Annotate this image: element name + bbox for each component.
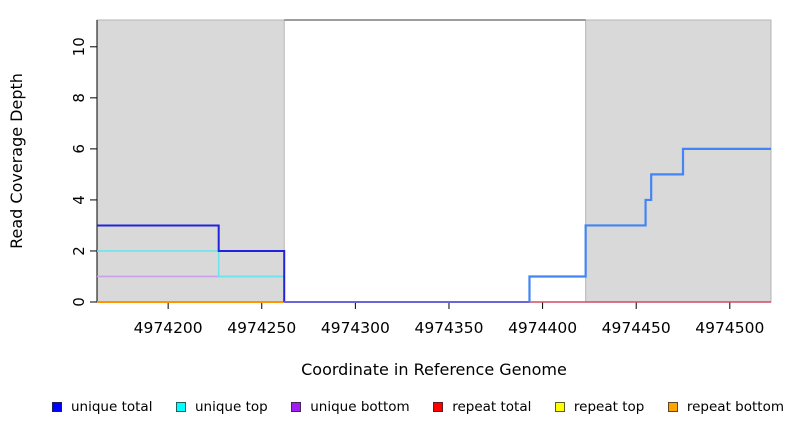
legend-label: repeat total xyxy=(452,399,532,415)
y-axis-title: Read Coverage Depth xyxy=(7,73,26,249)
x-axis-title: Coordinate in Reference Genome xyxy=(301,360,567,379)
repeat-region-right xyxy=(585,19,772,303)
repeat-region-left xyxy=(96,19,285,303)
legend-item-unique-top: unique top xyxy=(176,399,268,415)
legend-label: repeat bottom xyxy=(686,399,784,415)
y-tick-label: 2 xyxy=(70,246,88,256)
legend-item-repeat-total: repeat total xyxy=(433,399,531,415)
x-tick-label: 4974350 xyxy=(414,319,483,337)
legend-label: unique bottom xyxy=(310,399,410,415)
legend-swatch-repeat-total xyxy=(433,402,444,412)
y-tick-label: 10 xyxy=(70,37,88,56)
series-segment-unique-total-right xyxy=(528,147,771,302)
x-tick-label: 4974200 xyxy=(134,319,203,337)
y-tick-label: 8 xyxy=(70,93,88,103)
legend-swatch-repeat-bottom xyxy=(667,402,678,412)
legend-swatch-unique-top xyxy=(176,402,186,412)
legend-label: repeat top xyxy=(573,399,645,415)
legend-swatch-repeat-top xyxy=(554,402,565,412)
series-segment-unique-top-line xyxy=(97,250,285,278)
legend-swatch-unique-total xyxy=(52,402,62,412)
coverage-plot: 0 2 4 6 8 10 4974200 4974250 4974300 4974350 49744… xyxy=(7,19,772,379)
x-tick-label: 4974500 xyxy=(695,319,764,337)
y-tick-label: 4 xyxy=(70,195,88,205)
x-tick-label: 4974300 xyxy=(321,319,390,337)
legend-item-unique-total: unique total xyxy=(52,399,152,415)
chart-legend: unique total unique top unique bottom repea… xyxy=(52,397,784,417)
legend-label: unique total xyxy=(71,399,153,415)
y-tick-label: 6 xyxy=(70,144,88,154)
series-segment-unique-total-left xyxy=(97,224,286,302)
x-tick-label: 4974250 xyxy=(227,319,296,337)
x-tick-label: 4974400 xyxy=(508,319,577,337)
legend-item-unique-bottom: unique bottom xyxy=(291,399,410,415)
y-tick-label: 0 xyxy=(70,297,88,307)
legend-label: unique top xyxy=(195,399,268,415)
x-tick-label: 4974450 xyxy=(602,319,671,337)
legend-swatch-unique-bottom xyxy=(291,402,302,412)
legend-item-repeat-top: repeat top xyxy=(554,399,645,415)
legend-item-repeat-bottom: repeat bottom xyxy=(667,399,784,415)
